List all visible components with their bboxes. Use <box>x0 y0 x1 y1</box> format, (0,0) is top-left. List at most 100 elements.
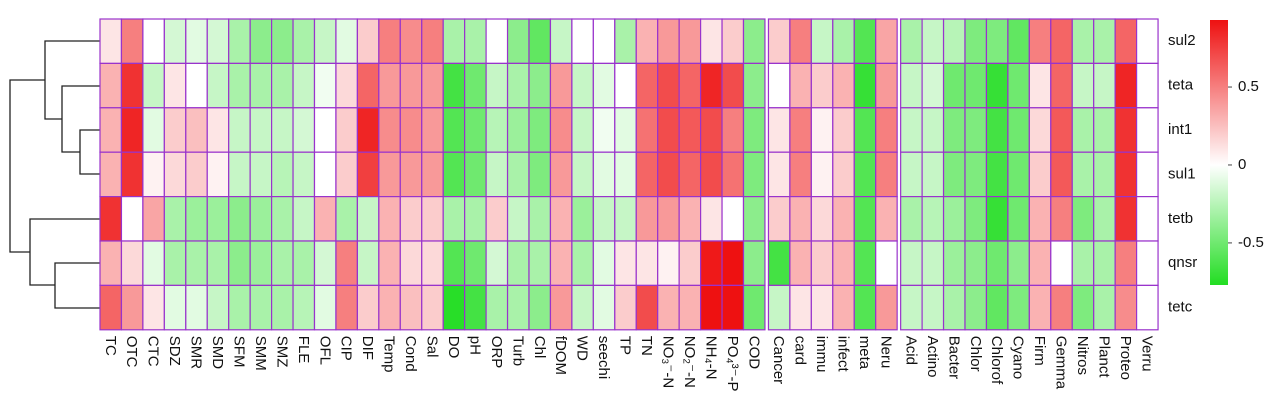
heat-cell <box>900 240 923 287</box>
heat-cell <box>571 18 594 65</box>
heat-cell <box>1093 240 1116 287</box>
heat-cell <box>485 107 509 153</box>
heat-cell <box>810 62 834 109</box>
heat-cell <box>1071 62 1095 109</box>
x-tick-label: SFM <box>230 336 247 368</box>
heat-cell <box>506 240 530 287</box>
heat-cell <box>1050 196 1073 242</box>
heat-cell <box>964 284 988 331</box>
heat-cell <box>506 18 530 65</box>
x-tick-label: Acid <box>902 336 919 365</box>
heat-cell <box>228 240 251 287</box>
heat-cell <box>185 196 208 242</box>
heat-cell <box>99 284 123 331</box>
heat-cell <box>249 62 273 109</box>
heat-cell <box>921 107 945 153</box>
heat-cell <box>699 196 723 242</box>
heat-cell <box>464 62 487 109</box>
heat-cell <box>292 151 316 198</box>
heat-cell <box>142 240 165 287</box>
heat-cell <box>1028 107 1052 153</box>
heat-cell <box>528 18 552 65</box>
heat-cell <box>528 284 552 331</box>
heat-cell <box>335 18 359 65</box>
heat-cell <box>810 107 834 153</box>
heat-cell <box>1028 240 1052 287</box>
heat-cell <box>271 196 294 242</box>
x-tick-label: Neru <box>877 336 894 369</box>
y-tick-label: qnsr <box>1168 254 1197 271</box>
colorbar <box>1210 20 1228 285</box>
heat-cell <box>120 196 144 242</box>
x-tick-label: Chl <box>531 336 548 359</box>
x-tick-label: OTC <box>123 336 140 368</box>
heat-cell <box>1093 151 1116 198</box>
heat-cell <box>378 151 401 198</box>
x-tick-label: Gemma <box>1053 336 1070 390</box>
heat-cell <box>614 151 637 198</box>
heat-cell <box>985 284 1009 331</box>
heat-cell <box>964 196 988 242</box>
heat-cell <box>506 196 530 242</box>
heat-cell <box>1050 62 1073 109</box>
x-tick-label: TP <box>617 336 634 355</box>
heat-cell <box>985 62 1009 109</box>
heat-cell <box>271 62 294 109</box>
heat-cell <box>942 240 966 287</box>
heat-cell <box>485 196 509 242</box>
heat-cell <box>399 18 423 65</box>
heat-cell <box>635 196 659 242</box>
x-tick-label: NO₂⁻-N <box>681 336 698 388</box>
heat-cell <box>206 196 230 242</box>
heat-cell <box>875 18 898 65</box>
heat-cell <box>721 240 745 287</box>
heat-cell <box>442 151 466 198</box>
heat-cell <box>163 240 187 287</box>
heat-cell <box>875 107 898 153</box>
x-tick-label: NH₄-N <box>702 336 719 380</box>
colorbar-tick-label: 0 <box>1238 156 1246 173</box>
heat-cell <box>485 18 509 65</box>
heat-cell <box>421 240 444 287</box>
heat-cell <box>678 107 702 153</box>
heat-cell <box>875 196 898 242</box>
heat-cell <box>810 151 834 198</box>
x-tick-label: SMR <box>188 336 205 370</box>
heat-cell <box>549 151 573 198</box>
heat-cell <box>1114 151 1138 198</box>
heat-cell <box>592 151 616 198</box>
colorbar-tick-label: 0.5 <box>1238 78 1259 95</box>
heat-cell <box>356 107 380 153</box>
heat-cell <box>767 107 791 153</box>
heat-cell <box>485 284 509 331</box>
heat-cell <box>442 62 466 109</box>
heat-cell <box>635 284 659 331</box>
heat-cell <box>810 284 834 331</box>
heat-cell <box>810 196 834 242</box>
heat-cell <box>614 107 637 153</box>
heat-cell <box>421 107 444 153</box>
heat-cell <box>875 151 898 198</box>
heat-cell <box>678 62 702 109</box>
heat-cell <box>163 62 187 109</box>
heat-cell <box>206 240 230 287</box>
heat-cell <box>742 196 766 242</box>
heat-cell <box>699 284 723 331</box>
x-tick-label: Cancer <box>770 336 787 384</box>
heat-cell <box>399 240 423 287</box>
heat-cell <box>356 196 380 242</box>
heat-cell <box>592 62 616 109</box>
heat-cell <box>1071 284 1095 331</box>
heat-cell <box>99 240 123 287</box>
heat-cell <box>142 18 165 65</box>
heat-cell <box>421 196 444 242</box>
heat-cell <box>1114 18 1138 65</box>
heat-cell <box>832 151 855 198</box>
heat-cell <box>635 107 659 153</box>
heat-cell <box>767 284 791 331</box>
heat-cell <box>292 196 316 242</box>
x-tick-label: meta <box>856 336 873 370</box>
heat-cell <box>1135 18 1159 65</box>
colorbar-tick-label: -0.5 <box>1238 234 1264 251</box>
heat-cell <box>142 62 165 109</box>
